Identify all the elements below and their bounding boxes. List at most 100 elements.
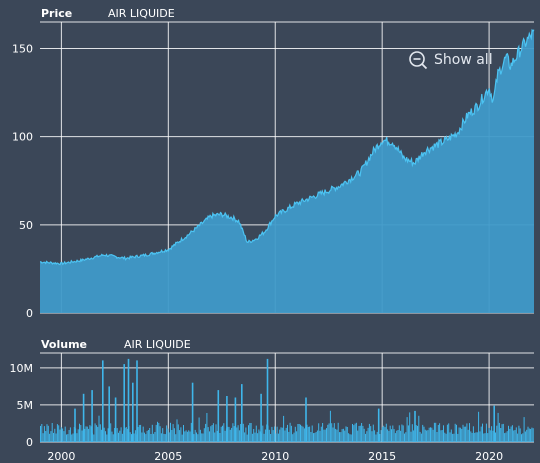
volume-bar bbox=[439, 423, 441, 442]
volume-bar bbox=[49, 433, 51, 442]
volume-bar bbox=[502, 423, 504, 442]
volume-bar bbox=[89, 425, 91, 442]
volume-bar bbox=[284, 430, 286, 442]
volume-bar bbox=[342, 428, 344, 442]
volume-bar bbox=[380, 430, 382, 442]
volume-bar bbox=[359, 425, 361, 442]
x-tick-2000: 2000 bbox=[47, 450, 75, 463]
volume-bar bbox=[219, 433, 221, 442]
volume-bar bbox=[292, 434, 294, 442]
volume-bar bbox=[335, 428, 337, 442]
volume-bar bbox=[180, 427, 182, 442]
volume-bar bbox=[199, 429, 201, 442]
x-tick-2015: 2015 bbox=[368, 450, 396, 463]
volume-bar bbox=[210, 426, 212, 442]
volume-bar bbox=[383, 425, 385, 442]
volume-bar bbox=[348, 433, 350, 442]
volume-bar bbox=[340, 432, 342, 442]
volume-bar bbox=[66, 434, 67, 442]
volume-bar bbox=[145, 434, 147, 442]
volume-bar bbox=[149, 428, 151, 442]
volume-bar bbox=[275, 433, 277, 442]
volume-bar bbox=[81, 430, 83, 442]
volume-bar bbox=[345, 426, 347, 442]
volume-bar bbox=[314, 432, 316, 442]
volume-bar bbox=[309, 426, 311, 442]
volume-bar bbox=[498, 422, 500, 442]
volume-spike-bar bbox=[260, 393, 262, 442]
volume-bar bbox=[413, 430, 415, 442]
volume-bar bbox=[333, 423, 335, 442]
show-all-button[interactable]: Show all bbox=[408, 50, 493, 70]
volume-bar bbox=[472, 426, 474, 442]
volume-bar bbox=[159, 426, 161, 442]
volume-bar bbox=[375, 434, 377, 442]
volume-bar bbox=[458, 427, 460, 442]
volume-bar bbox=[514, 430, 516, 442]
volume-bar bbox=[371, 431, 373, 442]
volume-spike-bar bbox=[91, 390, 93, 442]
x-tick-2010: 2010 bbox=[261, 450, 289, 463]
volume-bar bbox=[523, 417, 525, 442]
volume-bar bbox=[327, 424, 329, 442]
volume-instrument-name: AIR LIQUIDE bbox=[124, 338, 191, 351]
volume-bar bbox=[365, 433, 366, 442]
volume-bar bbox=[402, 425, 404, 442]
volume-spike-bar bbox=[414, 410, 416, 442]
volume-bar bbox=[316, 430, 318, 442]
volume-bar bbox=[510, 426, 512, 442]
volume-bar bbox=[484, 433, 486, 442]
volume-bar bbox=[193, 434, 195, 442]
volume-bar bbox=[274, 426, 275, 442]
volume-ytick-5M: 5M bbox=[17, 399, 34, 412]
volume-bar bbox=[253, 429, 255, 442]
volume-bar bbox=[232, 423, 234, 442]
volume-bar bbox=[428, 427, 430, 442]
volume-bar bbox=[242, 423, 244, 442]
volume-bar bbox=[111, 431, 113, 442]
volume-spike-bar bbox=[82, 393, 85, 442]
volume-bar bbox=[344, 430, 346, 442]
volume-bar bbox=[387, 429, 389, 442]
volume-bar bbox=[400, 430, 402, 442]
volume-bar bbox=[281, 427, 283, 442]
volume-bar bbox=[517, 433, 519, 442]
volume-spike-bar bbox=[108, 386, 110, 442]
volume-bar bbox=[406, 417, 408, 442]
volume-bar bbox=[513, 430, 515, 442]
volume-bar bbox=[339, 432, 340, 442]
volume-bar bbox=[77, 429, 79, 442]
volume-bar bbox=[420, 433, 422, 442]
volume-bar bbox=[530, 429, 532, 442]
volume-bar bbox=[423, 426, 425, 442]
volume-bar bbox=[362, 425, 364, 442]
volume-bar bbox=[167, 428, 169, 442]
volume-spike-bar bbox=[234, 397, 237, 442]
volume-bar bbox=[492, 430, 494, 442]
volume-bar bbox=[144, 432, 145, 442]
volume-bar bbox=[153, 433, 155, 442]
volume-bar bbox=[456, 424, 457, 442]
volume-bar bbox=[114, 428, 116, 442]
volume-bar bbox=[452, 433, 454, 442]
volume-bar bbox=[279, 429, 281, 442]
volume-bar bbox=[142, 426, 144, 442]
volume-bar bbox=[471, 432, 473, 442]
volume-bar bbox=[296, 431, 298, 442]
volume-bar bbox=[107, 428, 109, 442]
volume-bar bbox=[303, 428, 305, 442]
volume-bar bbox=[168, 432, 170, 442]
volume-bar bbox=[263, 433, 265, 442]
volume-bar bbox=[419, 431, 421, 442]
volume-bar bbox=[207, 427, 209, 442]
volume-bar bbox=[45, 431, 47, 442]
volume-bar bbox=[272, 430, 274, 442]
volume-bar bbox=[389, 425, 391, 442]
volume-bar bbox=[99, 424, 101, 442]
volume-bar bbox=[147, 430, 149, 442]
volume-bar bbox=[257, 433, 259, 442]
volume-bar bbox=[42, 433, 44, 442]
volume-bar bbox=[220, 426, 222, 442]
volume-bar bbox=[454, 423, 456, 442]
volume-bar bbox=[285, 427, 287, 442]
